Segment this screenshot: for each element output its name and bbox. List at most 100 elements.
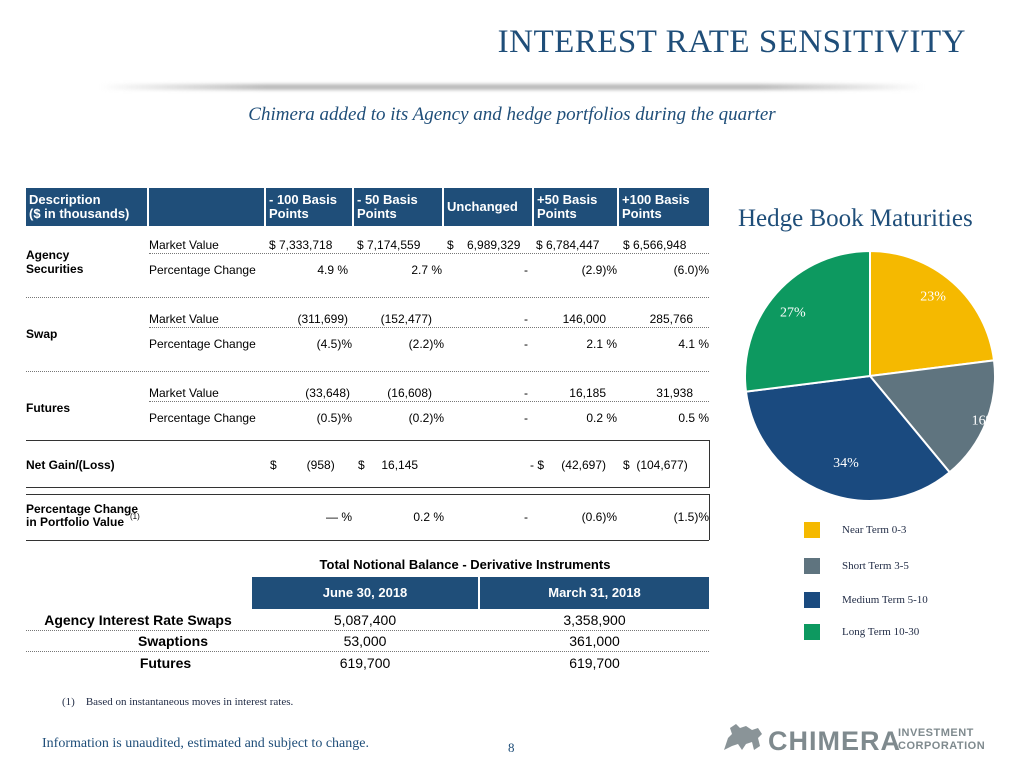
agency-mv-minus100: $ 7,333,718: [269, 238, 333, 252]
notional-row-march: 361,000: [569, 633, 620, 649]
agency-mv-label: Market Value: [149, 238, 219, 252]
agency-mv-plus50: $ 6,784,447: [536, 238, 600, 252]
footnote: (1) Based on instantaneous moves in inte…: [62, 696, 294, 708]
header-unchanged: Unchanged: [444, 188, 532, 226]
notional-rule: [26, 630, 709, 631]
legend-label: Long Term 10-30: [842, 626, 920, 638]
futures-mv-minus50: (16,608): [387, 386, 432, 400]
notional-row-june: 5,087,400: [333, 612, 397, 628]
agency-pc-plus50: (2.9)%: [581, 263, 617, 277]
legend-swatch: [804, 522, 820, 538]
legend-swatch: [804, 558, 820, 574]
swap-section-rule: [26, 371, 709, 372]
chart-title: Hedge Book Maturities: [738, 205, 973, 232]
agency-mv-rule: [149, 253, 709, 254]
row-label-net: Net Gain/(Loss): [26, 458, 115, 472]
agency-pc-minus50: 2.7 %: [411, 263, 442, 277]
futures-pc-minus100: (0.5)%: [316, 411, 352, 425]
swap-mv-unchanged: -: [524, 312, 528, 326]
swap-mv-plus50: 146,000: [562, 312, 606, 326]
agency-mv-minus50: $ 7,174,559: [357, 238, 421, 252]
title-divider: [100, 84, 924, 90]
swap-pc-label: Percentage Change: [149, 337, 256, 351]
futures-mv-label: Market Value: [149, 386, 219, 400]
header-blank: [149, 188, 264, 226]
legend-label: Near Term 0-3: [842, 524, 907, 536]
notional-row-june: 53,000: [343, 633, 387, 649]
notional-row-march: 3,358,900: [563, 612, 626, 628]
notional-row-june: 619,700: [339, 655, 391, 671]
swap-mv-minus100: (311,699): [297, 312, 348, 326]
pie-value-label: 27%: [780, 306, 806, 321]
net-minus100: $ (958): [270, 458, 335, 472]
futures-mv-rule: [149, 401, 709, 402]
hedge-maturity-pie-chart: 23% 16% 34% 27%: [744, 249, 998, 502]
row-label-swap: Swap: [26, 327, 58, 341]
legend-swatch: [804, 592, 820, 608]
pct-right-border: [709, 494, 710, 540]
agency-pc-minus100: 4.9 %: [317, 263, 348, 277]
page-subtitle: Chimera added to its Agency and hedge po…: [248, 104, 776, 125]
legend-label: Short Term 3-5: [842, 560, 909, 572]
pct-bottom-rule: [26, 540, 709, 541]
futures-pc-plus50: 0.2 %: [586, 411, 617, 425]
net-minus50: $ 16,145: [358, 458, 419, 472]
chimera-logo-icon: [724, 724, 762, 750]
agency-mv-plus100: $ 6,566,948: [623, 238, 687, 252]
net-plus100: $ (104,677): [623, 458, 688, 472]
futures-mv-unchanged: -: [524, 386, 528, 400]
net-plus50: (42,697): [561, 458, 606, 472]
row-label-agency: Agency Securities: [26, 248, 84, 276]
futures-pc-unchanged: -: [524, 411, 528, 425]
swap-pc-minus100: (4.5)%: [316, 337, 352, 351]
agency-pc-plus100: (6.0)%: [673, 263, 709, 277]
logo-sub-investment: INVESTMENT: [898, 727, 974, 739]
row-label-pct-portfolio: Percentage Change in Portfolio Value: [26, 502, 139, 529]
swap-pc-minus50: (2.2)%: [408, 337, 444, 351]
notional-row-march: 619,700: [569, 655, 620, 671]
pct-minus50: 0.2 %: [413, 510, 444, 524]
pie-slice-short-term-3-5: [868, 359, 996, 474]
swap-pc-plus50: 2.1 %: [586, 337, 617, 351]
header-minus100: - 100 Basis Points: [266, 188, 352, 226]
futures-pc-label: Percentage Change: [149, 411, 256, 425]
legend-swatch: [804, 624, 820, 640]
pct-plus50: (0.6)%: [581, 510, 617, 524]
futures-pc-plus100: 0.5 %: [678, 411, 709, 425]
pct-unchanged: -: [524, 510, 528, 524]
notional-row-label: Agency Interest Rate Swaps: [44, 612, 232, 628]
futures-pc-minus50: (0.2)%: [408, 411, 444, 425]
pct-plus100: (1.5)%: [673, 510, 709, 524]
footer-disclaimer: Information is unaudited, estimated and …: [42, 736, 369, 751]
net-unchanged: - $: [529, 458, 544, 472]
swap-mv-label: Market Value: [149, 312, 219, 326]
pie-value-label: 23%: [920, 289, 946, 304]
pie-slice-medium-term-5-10: [744, 374, 952, 502]
page-number: 8: [508, 740, 515, 755]
agency-section-rule: [26, 297, 709, 298]
swap-mv-plus100: 285,766: [649, 312, 693, 326]
swap-pc-plus100: 4.1 %: [678, 337, 709, 351]
notional-rule: [26, 651, 709, 652]
notional-header-june: June 30, 2018: [252, 577, 478, 609]
legend-label: Medium Term 5-10: [842, 594, 928, 606]
swap-mv-rule: [149, 327, 709, 328]
pie-slice-long-term-10-30: [744, 249, 871, 393]
header-plus50: +50 Basis Points: [534, 188, 617, 226]
net-bottom-rule: [26, 487, 709, 488]
swap-mv-minus50: (152,477): [380, 312, 432, 326]
notional-header-march: March 31, 2018: [480, 577, 709, 609]
logo-wordmark: CHIMERA: [768, 726, 901, 756]
pie-value-label: 34%: [833, 456, 859, 471]
pct-minus100: — %: [325, 510, 352, 524]
agency-pc-label: Percentage Change: [149, 263, 256, 277]
header-plus100: +100 Basis Points: [619, 188, 709, 226]
swap-pc-unchanged: -: [524, 337, 528, 351]
notional-title: Total Notional Balance - Derivative Inst…: [319, 557, 611, 572]
agency-pc-unchanged: -: [524, 263, 528, 277]
page-title: INTEREST RATE SENSITIVITY: [497, 24, 966, 60]
row-label-futures: Futures: [26, 401, 71, 415]
pct-top-rule: [26, 494, 709, 495]
header-description: Description ($ in thousands): [26, 188, 147, 226]
agency-mv-unchanged: $ 6,989,329: [447, 238, 521, 252]
